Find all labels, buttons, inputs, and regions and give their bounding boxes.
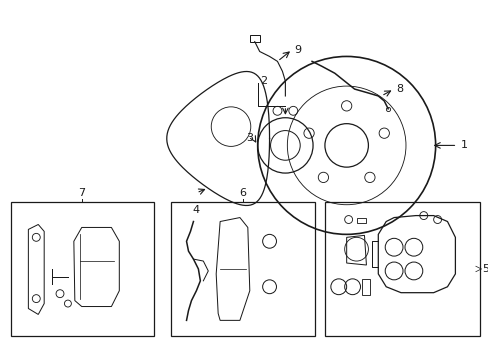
Text: 4: 4 xyxy=(192,205,200,215)
Bar xyxy=(324,202,479,336)
Text: 7: 7 xyxy=(78,188,85,198)
Bar xyxy=(362,279,369,295)
Bar xyxy=(249,35,259,42)
Text: 9: 9 xyxy=(294,45,301,54)
Text: 6: 6 xyxy=(239,188,246,198)
Bar xyxy=(11,202,154,336)
Bar xyxy=(170,202,314,336)
Text: 8: 8 xyxy=(395,84,403,94)
Text: 2: 2 xyxy=(259,76,266,86)
Text: 1: 1 xyxy=(459,140,467,150)
Text: 3: 3 xyxy=(245,134,252,144)
Bar xyxy=(356,217,366,224)
Text: 5: 5 xyxy=(481,264,488,274)
